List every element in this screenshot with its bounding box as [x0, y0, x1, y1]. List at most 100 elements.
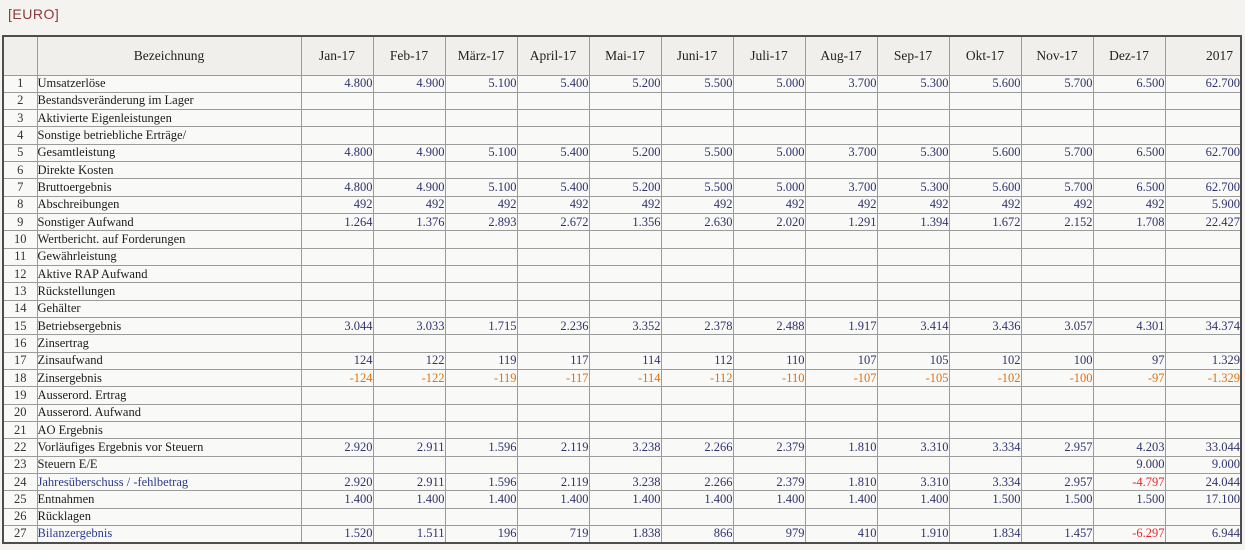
value-cell[interactable] — [660, 455, 734, 475]
value-cell[interactable] — [1020, 421, 1094, 440]
value-cell[interactable] — [876, 334, 950, 353]
row-number-cell[interactable]: 17 — [2, 351, 38, 371]
value-cell[interactable]: 24.044 — [1164, 473, 1242, 492]
value-cell[interactable]: -122 — [372, 369, 446, 388]
value-cell[interactable]: 124 — [300, 351, 374, 371]
value-cell[interactable]: -100 — [1020, 369, 1094, 388]
value-cell[interactable] — [588, 421, 662, 440]
value-cell[interactable] — [732, 334, 806, 353]
value-cell[interactable]: -107 — [804, 369, 878, 388]
value-cell[interactable]: 3.238 — [588, 438, 662, 457]
value-cell[interactable] — [804, 403, 878, 423]
value-cell[interactable]: 97 — [1092, 351, 1166, 371]
value-cell[interactable]: 4.900 — [372, 178, 446, 197]
value-cell[interactable] — [876, 403, 950, 423]
value-cell[interactable] — [732, 161, 806, 180]
value-cell[interactable]: 1.356 — [588, 213, 662, 232]
value-cell[interactable] — [444, 507, 518, 527]
row-number-cell[interactable]: 16 — [2, 334, 38, 353]
value-cell[interactable]: 119 — [444, 351, 518, 371]
value-cell[interactable] — [876, 91, 950, 111]
column-header-m-rz-17[interactable]: März-17 — [444, 35, 518, 76]
value-cell[interactable] — [300, 299, 374, 319]
value-cell[interactable]: 5.300 — [876, 143, 950, 163]
value-cell[interactable]: 2.920 — [300, 438, 374, 457]
value-cell[interactable] — [876, 109, 950, 128]
value-cell[interactable] — [1020, 334, 1094, 353]
value-cell[interactable]: 2.152 — [1020, 213, 1094, 232]
value-cell[interactable]: 5.500 — [660, 178, 734, 197]
value-cell[interactable]: -102 — [948, 369, 1022, 388]
row-number-cell[interactable]: 11 — [2, 247, 38, 267]
column-header-nov-17[interactable]: Nov-17 — [1020, 35, 1094, 76]
value-cell[interactable]: 492 — [516, 195, 590, 215]
value-cell[interactable] — [948, 403, 1022, 423]
row-label-cell[interactable]: Gehälter — [36, 299, 302, 319]
value-cell[interactable] — [372, 126, 446, 145]
value-cell[interactable]: 1.500 — [1092, 490, 1166, 509]
value-cell[interactable] — [516, 161, 590, 180]
row-number-cell[interactable]: 12 — [2, 265, 38, 284]
value-cell[interactable] — [804, 334, 878, 353]
value-cell[interactable] — [732, 386, 806, 405]
value-cell[interactable]: 5.600 — [948, 143, 1022, 163]
value-cell[interactable]: 2.957 — [1020, 473, 1094, 492]
value-cell[interactable] — [660, 507, 734, 527]
row-number-cell[interactable]: 3 — [2, 109, 38, 128]
value-cell[interactable] — [948, 91, 1022, 111]
row-number-cell[interactable]: 15 — [2, 317, 38, 336]
value-cell[interactable] — [516, 126, 590, 145]
value-cell[interactable]: 100 — [1020, 351, 1094, 371]
value-cell[interactable]: 117 — [516, 351, 590, 371]
value-cell[interactable]: 3.334 — [948, 438, 1022, 457]
column-header-2017[interactable]: 2017 — [1164, 35, 1242, 76]
value-cell[interactable] — [1092, 247, 1166, 267]
value-cell[interactable]: 1.596 — [444, 438, 518, 457]
value-cell[interactable] — [660, 109, 734, 128]
value-cell[interactable] — [372, 507, 446, 527]
value-cell[interactable] — [300, 455, 374, 475]
column-header-aug-17[interactable]: Aug-17 — [804, 35, 878, 76]
value-cell[interactable] — [804, 126, 878, 145]
value-cell[interactable] — [1020, 247, 1094, 267]
value-cell[interactable]: 492 — [588, 195, 662, 215]
value-cell[interactable] — [660, 282, 734, 301]
value-cell[interactable]: 1.394 — [876, 213, 950, 232]
row-number-cell[interactable]: 13 — [2, 282, 38, 301]
value-cell[interactable] — [1164, 265, 1242, 284]
value-cell[interactable] — [948, 386, 1022, 405]
value-cell[interactable] — [516, 265, 590, 284]
row-number-cell[interactable]: 18 — [2, 369, 38, 388]
value-cell[interactable]: 1.834 — [948, 525, 1022, 544]
value-cell[interactable]: 9.000 — [1092, 455, 1166, 475]
value-cell[interactable] — [588, 455, 662, 475]
value-cell[interactable]: -114 — [588, 369, 662, 388]
value-cell[interactable]: 1.520 — [300, 525, 374, 544]
value-cell[interactable]: 1.329 — [1164, 351, 1242, 371]
row-number-cell[interactable]: 20 — [2, 403, 38, 423]
value-cell[interactable]: 1.810 — [804, 473, 878, 492]
value-cell[interactable]: -110 — [732, 369, 806, 388]
value-cell[interactable] — [660, 265, 734, 284]
value-cell[interactable]: 5.100 — [444, 178, 518, 197]
value-cell[interactable]: 2.488 — [732, 317, 806, 336]
value-cell[interactable] — [300, 91, 374, 111]
row-number-cell[interactable]: 14 — [2, 299, 38, 319]
column-header-jan-17[interactable]: Jan-17 — [300, 35, 374, 76]
value-cell[interactable] — [372, 334, 446, 353]
value-cell[interactable]: 1.264 — [300, 213, 374, 232]
row-label-cell[interactable]: Zinsaufwand — [36, 351, 302, 371]
value-cell[interactable] — [876, 126, 950, 145]
value-cell[interactable]: 2.893 — [444, 213, 518, 232]
row-label-cell[interactable]: Rückstellungen — [36, 282, 302, 301]
value-cell[interactable] — [588, 230, 662, 249]
value-cell[interactable] — [1092, 507, 1166, 527]
value-cell[interactable]: 2.911 — [372, 438, 446, 457]
value-cell[interactable]: 2.119 — [516, 473, 590, 492]
value-cell[interactable] — [588, 265, 662, 284]
column-header-bezeichnung[interactable]: Bezeichnung — [36, 35, 302, 76]
value-cell[interactable]: -119 — [444, 369, 518, 388]
value-cell[interactable]: 3.310 — [876, 438, 950, 457]
row-number-cell[interactable]: 5 — [2, 143, 38, 163]
value-cell[interactable] — [804, 230, 878, 249]
